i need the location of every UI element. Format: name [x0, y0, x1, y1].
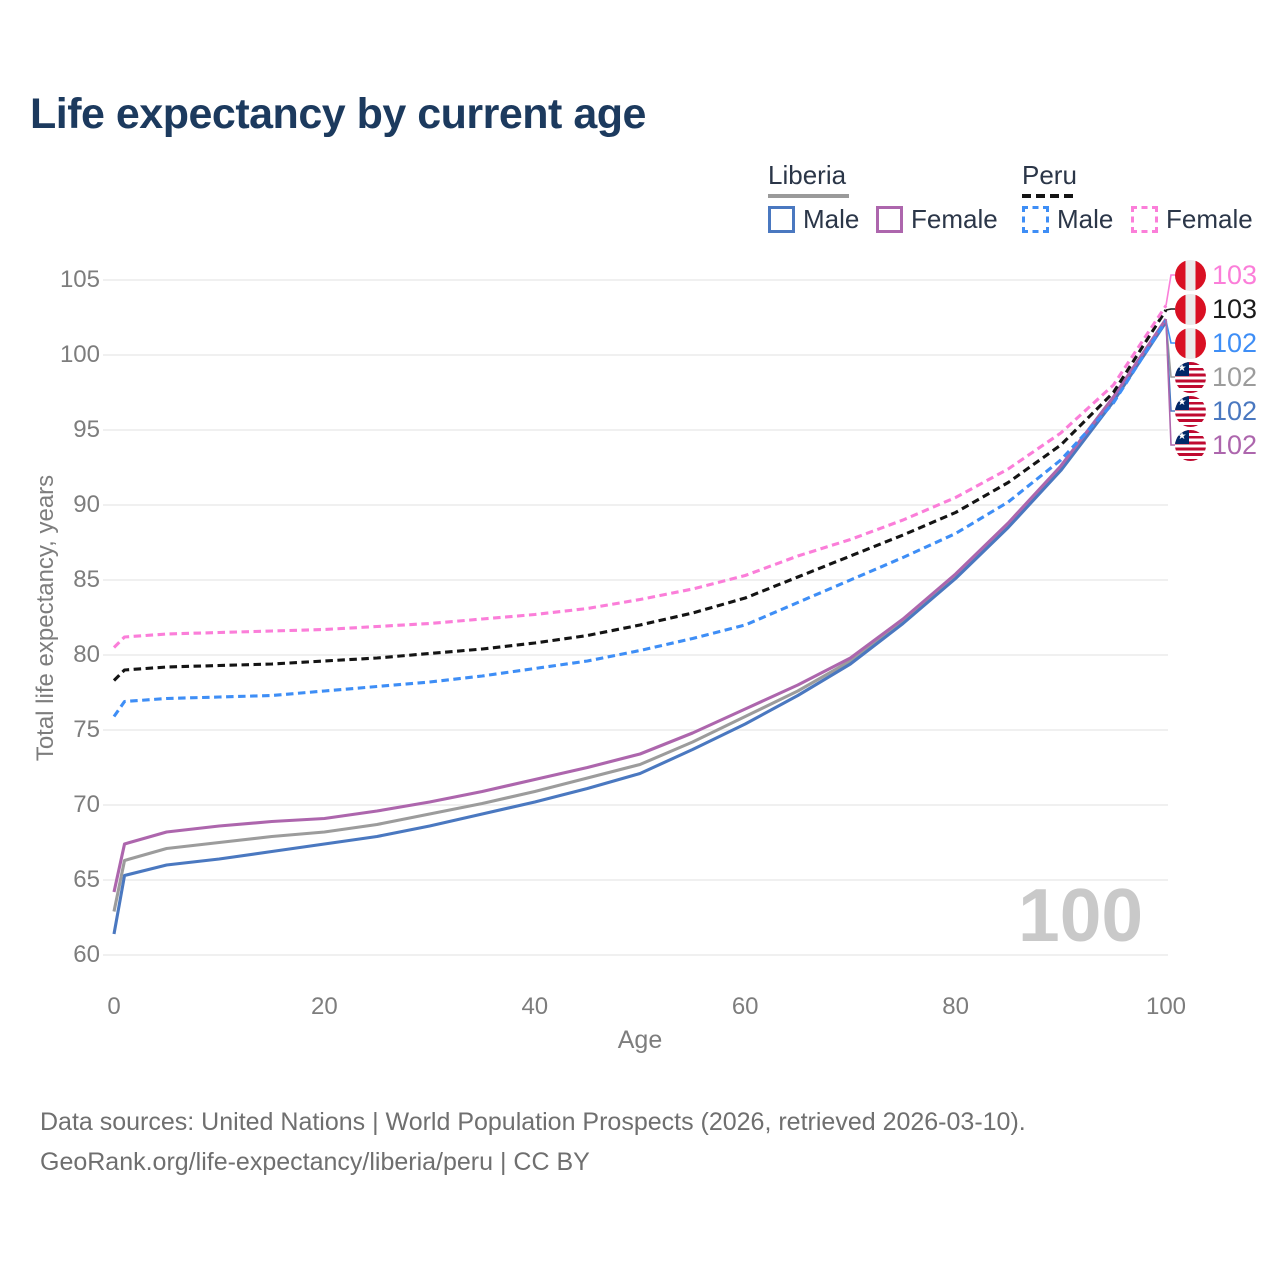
y-tick-label: 95	[73, 416, 100, 443]
end-label-value: 102	[1212, 430, 1258, 460]
liberia-flag-icon: ★	[1175, 396, 1206, 427]
legend-item-liberia-male[interactable]: Male	[768, 204, 859, 235]
peru-flag-icon	[1175, 260, 1206, 291]
end-label-connector-peru-female	[1165, 274, 1175, 306]
end-label-value: 103	[1212, 260, 1258, 290]
liberia-star-icon: ★	[1175, 362, 1189, 376]
legend-group-liberia[interactable]: Liberia	[768, 160, 847, 190]
legend-peru-dashed-line-swatch	[1022, 194, 1078, 198]
peru-flag-icon	[1175, 328, 1206, 359]
liberia-female-swatch-icon	[876, 206, 903, 233]
legend-liberia-solid-line-swatch	[768, 194, 849, 198]
end-label-connector-peru-male	[1165, 320, 1175, 344]
liberia-flag-icon: ★	[1175, 430, 1206, 461]
y-tick-label: 105	[59, 266, 100, 293]
legend-item-label: Male	[803, 204, 860, 234]
x-tick-label: 100	[1145, 993, 1187, 1020]
legend-item-peru-female[interactable]: Female	[1131, 204, 1253, 235]
y-tick-label: 65	[73, 866, 100, 893]
series-line-liberia-male[interactable]	[112, 321, 1168, 935]
liberia-male-swatch-icon	[768, 206, 795, 233]
x-tick-label: 80	[942, 993, 969, 1020]
data-sources-note: Data sources: United Nations | World Pop…	[40, 1108, 1026, 1136]
x-tick-label: 60	[731, 993, 759, 1020]
legend-item-liberia-female[interactable]: Female	[876, 204, 998, 235]
series-line-liberia-female[interactable]	[112, 318, 1168, 893]
x-tick-label: 20	[311, 993, 338, 1020]
end-label-connector-liberia-female	[1165, 318, 1175, 446]
y-tick-label: 90	[73, 491, 100, 518]
x-tick-label: 40	[521, 993, 549, 1020]
liberia-star-icon: ★	[1175, 396, 1189, 410]
hovered-age-watermark: 100	[1018, 873, 1144, 957]
y-tick-label: 70	[73, 791, 100, 818]
series-line-peru-both[interactable]	[112, 309, 1168, 682]
page-title: Life expectancy by current age	[30, 90, 646, 138]
end-label-value: 103	[1212, 294, 1258, 324]
series-line-peru-male[interactable]	[112, 319, 1168, 718]
legend-item-peru-male[interactable]: Male	[1022, 204, 1113, 235]
peru-flag-icon	[1175, 294, 1206, 325]
y-tick-label: 75	[73, 716, 100, 743]
y-tick-label: 80	[73, 641, 100, 668]
end-label-connector-peru-both	[1165, 308, 1175, 311]
end-label-value: 102	[1212, 362, 1258, 392]
liberia-flag-icon: ★	[1175, 362, 1206, 393]
x-tick-label: 0	[107, 993, 121, 1020]
legend-group-peru[interactable]: Peru	[1022, 160, 1077, 190]
y-tick-label: 60	[73, 941, 100, 968]
series-line-peru-female[interactable]	[112, 304, 1168, 649]
y-tick-label: 85	[73, 566, 100, 593]
peru-female-swatch-icon	[1131, 206, 1158, 233]
legend-item-label: Female	[1166, 204, 1253, 234]
x-axis-title: Age	[617, 1026, 663, 1054]
attribution-note: GeoRank.org/life-expectancy/liberia/peru…	[40, 1148, 590, 1176]
liberia-star-icon: ★	[1175, 430, 1189, 444]
legend-item-label: Male	[1057, 204, 1114, 234]
y-tick-label: 100	[59, 341, 100, 368]
end-label-value: 102	[1212, 328, 1258, 358]
end-label-value: 102	[1212, 396, 1258, 426]
peru-male-swatch-icon	[1022, 206, 1049, 233]
legend-item-label: Female	[911, 204, 998, 234]
